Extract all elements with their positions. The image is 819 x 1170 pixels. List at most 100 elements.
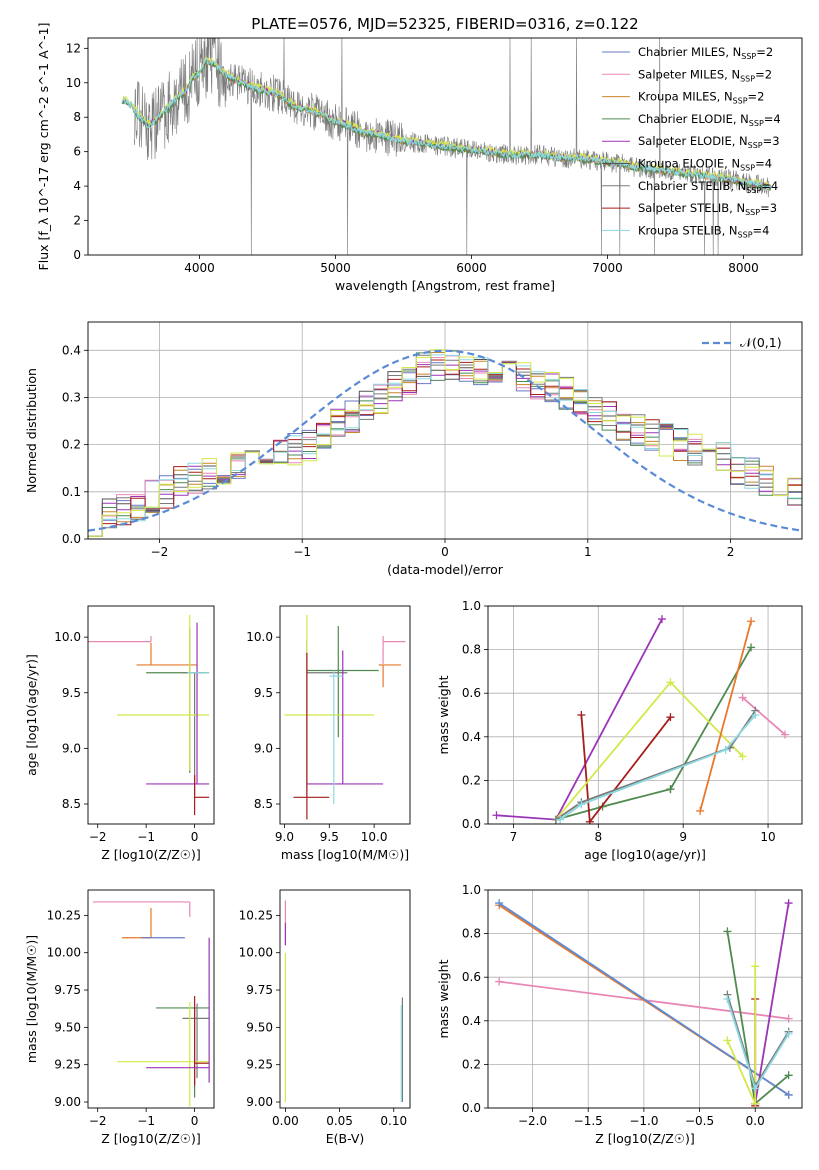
model-spectrum-line <box>121 56 772 192</box>
weight-point-marker <box>751 1099 760 1108</box>
legend-subscript: SSP <box>741 52 756 61</box>
y-tick-label: 10 <box>66 76 81 90</box>
weight-point-marker <box>666 785 675 794</box>
weight-point-marker <box>747 617 756 626</box>
y-tick-label: 0.2 <box>62 438 81 452</box>
weight-point-marker <box>556 815 565 824</box>
y-tick-label: 0.4 <box>462 1014 481 1028</box>
x-axis-label: Z [log10(Z/Z☉)] <box>595 1131 695 1146</box>
y-tick-label: 10.0 <box>54 630 81 644</box>
weight-series-line <box>559 714 756 821</box>
y-tick-label: 9.50 <box>54 1020 81 1034</box>
errorbar-point <box>329 670 343 804</box>
legend-value: =3 <box>760 201 777 215</box>
x-tick-label: 6000 <box>456 261 487 275</box>
legend-entry: Chabrier MILES, NSSP=2 <box>638 45 773 61</box>
y-tick-label: 0.4 <box>62 343 81 357</box>
weight-point-marker <box>585 817 594 824</box>
errorbar-point <box>136 642 198 666</box>
legend-subscript: SSP <box>749 119 764 128</box>
x-axis-label: Z [log10(Z/Z☉)] <box>101 1131 201 1146</box>
weight-point-marker <box>784 1090 793 1099</box>
legend-value: =2 <box>756 45 773 59</box>
x-tick-label: −2.0 <box>518 1114 547 1128</box>
x-axis-label: E(B-V) <box>326 1131 365 1146</box>
errorbar-point <box>194 996 210 1086</box>
y-tick-label: 9.50 <box>246 1020 273 1034</box>
x-tick-label: 7000 <box>592 261 623 275</box>
weight-point-marker <box>657 615 666 624</box>
y-tick-label: 0.1 <box>62 485 81 499</box>
weight-point-marker <box>577 800 586 809</box>
errorbar-point <box>121 907 152 939</box>
x-tick-label: 5000 <box>320 261 351 275</box>
weight-point-marker <box>751 1084 760 1093</box>
weight-point-marker <box>495 899 504 908</box>
y-tick-label: 10.25 <box>239 908 273 922</box>
weight-series-line <box>699 621 752 812</box>
y-tick-label: 0.4 <box>462 730 481 744</box>
legend-entry: Kroupa ELODIE, NSSP=4 <box>638 157 772 173</box>
weight-vs-age-panel: 7 8 9 10 0.0 0.2 0.4 0.6 0.8 1.0 age [log10(age/yr… <box>436 599 803 862</box>
weight-series-line <box>754 902 790 1104</box>
mass-vs-metallicity-panel: −2 −1 0 9.00 9.25 9.50 9.75 10.00 10.25 Z [log10(… <box>24 889 215 1146</box>
axes-frame <box>87 889 215 1109</box>
legend-value: =2 <box>755 67 772 81</box>
errorbar-point <box>306 650 384 785</box>
y-tick-label: 9.75 <box>246 983 273 997</box>
x-tick-label: 0.05 <box>326 1114 353 1128</box>
plot-area <box>492 615 790 824</box>
errorbar-point <box>88 636 152 643</box>
y-axis-label: Normed distribution <box>24 368 39 493</box>
weight-point-marker <box>738 693 747 702</box>
x-axis-label: Z [log10(Z/Z☉)] <box>101 847 201 862</box>
legend-subscript: SSP <box>748 141 763 150</box>
legend-value: =4 <box>753 223 770 237</box>
residual-histogram-step <box>88 349 802 537</box>
x-tick-label: 2 <box>727 545 735 559</box>
plot-area <box>88 349 802 537</box>
y-tick-label: 9.5 <box>62 686 81 700</box>
legend-subscript: SSP <box>733 97 748 106</box>
observed-spectrum-line <box>133 38 770 255</box>
plot-area <box>121 38 772 255</box>
axes-frame <box>279 889 411 1109</box>
plot-area <box>284 900 404 1103</box>
axes-frame <box>87 321 803 540</box>
y-tick-label: 0.0 <box>62 532 81 546</box>
weight-vs-metallicity-panel: −2.0 −1.5 −1.0 −0.5 0.0 0.0 0.2 0.4 0.6 0.8 1.0 Z [… <box>436 883 803 1146</box>
y-tick-label: 0.0 <box>462 817 481 831</box>
weight-series-line <box>496 618 663 821</box>
weight-point-marker <box>723 1036 732 1045</box>
y-tick-label: 2 <box>73 214 81 228</box>
legend-entry: 𝒩(0,1) <box>740 335 782 350</box>
weight-point-marker <box>666 678 675 687</box>
weight-point-marker <box>751 962 760 971</box>
y-tick-label: 8 <box>73 110 81 124</box>
x-tick-label: 8000 <box>728 261 759 275</box>
figure-title: PLATE=0576, MJD=52325, FIBERID=0316, z=0… <box>251 15 638 33</box>
y-tick-label: 10.0 <box>246 630 273 644</box>
x-tick-label: −1 <box>137 830 155 844</box>
errorbar-point <box>182 1003 210 1079</box>
legend-entry: Salpeter MILES, NSSP=2 <box>638 67 772 83</box>
weight-series <box>738 693 790 739</box>
x-tick-label: −1.0 <box>629 1114 658 1128</box>
y-tick-label: 9.75 <box>54 983 81 997</box>
x-tick-label: −0.5 <box>685 1114 714 1128</box>
axes-frame <box>87 37 803 256</box>
legend-entry: Kroupa MILES, NSSP=2 <box>638 90 764 106</box>
weight-series-line <box>726 994 790 1089</box>
y-tick-label: 0.6 <box>462 970 481 984</box>
legend-entry: Chabrier STELIB, NSSP=4 <box>638 179 778 195</box>
plot-area <box>92 901 210 1107</box>
mass-vs-ebv-panel: 0.00 0.05 0.10 9.00 9.25 9.50 9.75 10.00 10.25 E(… <box>239 889 411 1146</box>
x-tick-label: 9.0 <box>275 830 294 844</box>
weight-series-line <box>555 788 671 821</box>
normal-distribution-curve <box>88 349 802 532</box>
age-vs-metallicity-panel: −2 −1 0 8.5 9.0 9.5 10.0 Z [log10(Z/Z☉)] age [lo… <box>24 605 215 862</box>
weight-point-marker <box>723 927 732 936</box>
errorbar-point <box>293 652 330 820</box>
errorbar-point <box>306 639 348 796</box>
